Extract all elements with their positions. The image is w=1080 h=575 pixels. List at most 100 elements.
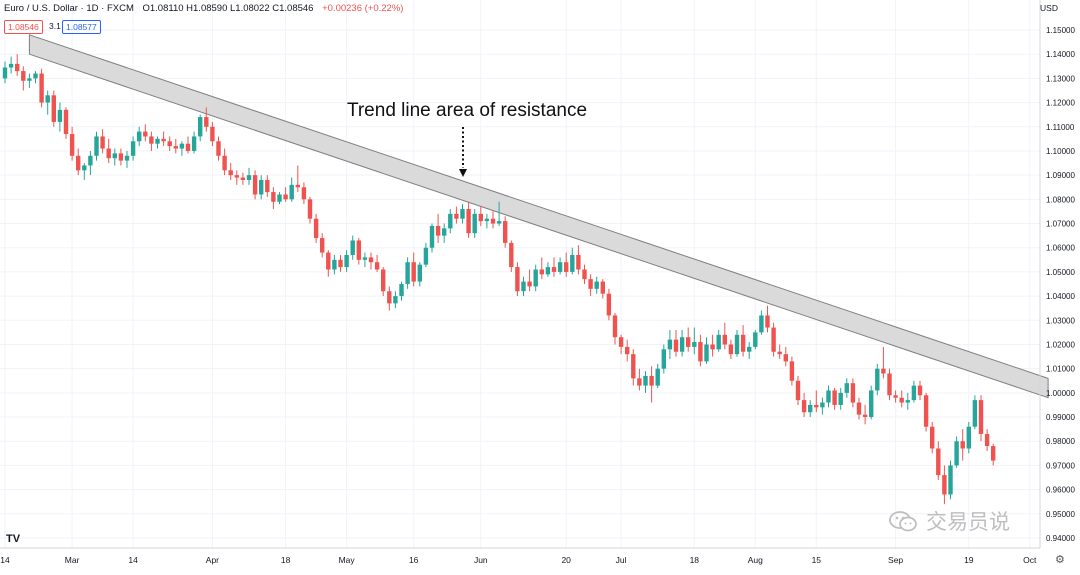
x-tick-label: Aug — [748, 555, 763, 565]
candle-body — [795, 380, 801, 401]
candle — [515, 262, 520, 297]
candle — [777, 344, 782, 359]
candle-body — [2, 67, 8, 79]
candle-body — [954, 441, 959, 466]
candle-body — [252, 175, 258, 195]
candle — [716, 329, 721, 352]
candle-body — [503, 221, 508, 243]
candle-body — [39, 73, 44, 103]
chat-bubble-icon — [889, 511, 917, 532]
candle — [783, 346, 788, 367]
candle — [466, 201, 471, 239]
annotation-layer: Trend line area of resistance — [347, 100, 587, 177]
candle — [850, 378, 856, 408]
candle-body — [887, 373, 892, 396]
candle-body — [679, 337, 685, 352]
candle — [984, 429, 990, 451]
y-tick-label: 1.02000 — [1046, 340, 1075, 349]
candle-body — [911, 385, 917, 401]
candle-body — [442, 228, 447, 236]
candle — [740, 325, 746, 357]
candle — [76, 148, 81, 176]
candle — [15, 54, 20, 76]
candle — [313, 213, 319, 243]
candle — [539, 257, 544, 280]
candle — [338, 254, 343, 272]
candle-body — [448, 213, 453, 229]
x-tick-label: 18 — [281, 555, 291, 565]
candle — [564, 252, 569, 277]
candle-body — [710, 344, 715, 350]
candle — [82, 163, 87, 180]
x-tick-label: Jun — [474, 555, 488, 565]
candle-body — [228, 170, 233, 176]
candle — [454, 206, 459, 224]
candle — [936, 441, 941, 480]
candle-body — [118, 153, 124, 161]
candle-body — [490, 218, 496, 224]
candle — [862, 404, 868, 425]
candle-body — [515, 267, 520, 292]
candle-body — [63, 109, 69, 135]
buy-price-box[interactable]: 1.08577 — [62, 20, 101, 34]
candle-body — [423, 247, 429, 265]
candle — [173, 138, 178, 154]
candle-body — [326, 252, 331, 270]
candle-body — [411, 262, 416, 282]
x-tick-label: Mar — [65, 555, 80, 565]
candle-body — [167, 141, 172, 147]
candle — [679, 329, 685, 357]
candle — [649, 366, 654, 403]
tradingview-logo[interactable]: TV — [6, 533, 21, 545]
candle-body — [948, 465, 953, 495]
candle — [899, 390, 904, 408]
candle — [161, 131, 166, 147]
candle — [417, 262, 422, 287]
candle-body — [832, 390, 837, 405]
candle-body — [198, 117, 203, 137]
candle-body — [356, 240, 361, 260]
candle-body — [381, 269, 386, 292]
candle-body — [204, 117, 209, 127]
candle — [185, 136, 191, 154]
candle-body — [332, 259, 337, 270]
candle — [271, 187, 276, 210]
candle-body — [51, 95, 56, 122]
candle-body — [545, 267, 551, 275]
candle — [57, 102, 63, 132]
candle-body — [173, 146, 178, 149]
candle — [667, 329, 673, 359]
candle — [808, 400, 813, 418]
candle-body — [454, 213, 459, 219]
candle — [820, 397, 825, 415]
candle — [753, 329, 758, 350]
annotation-arrow-head — [459, 169, 467, 177]
candle-body — [191, 136, 197, 151]
candle — [277, 192, 282, 205]
candle — [252, 170, 258, 200]
currency-label[interactable]: USD — [1040, 3, 1058, 13]
candle — [588, 274, 593, 297]
candle — [966, 421, 971, 454]
candle-body — [820, 402, 825, 408]
candle-body — [149, 136, 154, 144]
gear-icon[interactable]: ⚙ — [1055, 554, 1065, 566]
candle-body — [747, 346, 752, 352]
x-tick-label: Oct — [1023, 555, 1037, 565]
sell-price-box[interactable]: 1.08546 — [4, 20, 43, 34]
candle — [631, 349, 636, 386]
symbol-title[interactable]: Euro / U.S. Dollar · 1D · FXCM — [4, 3, 134, 14]
candle-body — [460, 209, 465, 219]
candle — [88, 150, 93, 176]
candle — [814, 390, 819, 413]
candle-body — [972, 400, 978, 427]
y-tick-label: 0.94000 — [1046, 534, 1075, 543]
candle — [8, 56, 14, 74]
candle — [100, 129, 105, 154]
candle-body — [978, 400, 984, 434]
y-tick-label: 1.14000 — [1046, 50, 1075, 59]
candle — [167, 136, 172, 151]
candle-body — [435, 225, 441, 236]
